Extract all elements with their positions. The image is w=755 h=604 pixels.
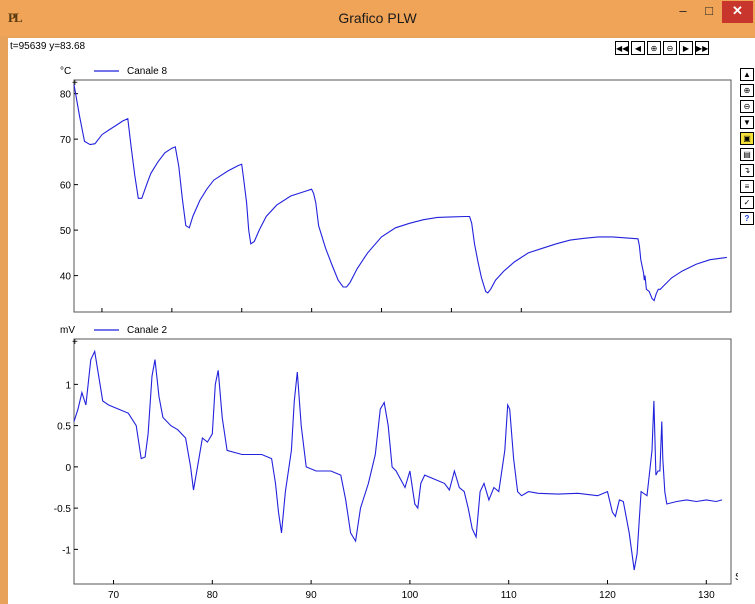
- y-tick-label: 0: [65, 463, 71, 474]
- export-icon[interactable]: ↴: [740, 164, 754, 177]
- zoom-out-icon[interactable]: ⊖: [740, 100, 754, 113]
- y-tick-label: 80: [60, 90, 72, 101]
- save-icon[interactable]: ▤: [740, 148, 754, 161]
- zoom-in-icon[interactable]: ⊕: [647, 41, 661, 55]
- scroll-down-icon[interactable]: ▼: [740, 116, 754, 129]
- y-axis-unit: mV: [60, 325, 75, 336]
- help-icon[interactable]: ?: [740, 212, 754, 225]
- rewind-icon[interactable]: ◀◀: [615, 41, 629, 55]
- cursor-readout: t=95639 y=83.68: [10, 41, 86, 52]
- charts-area[interactable]: 40 50 60 70 80 °C Canale 8 + -1 -0.5 0 0.5 1 70 80 90 10…: [8, 38, 738, 604]
- y-tick-label: 1: [65, 380, 71, 391]
- x-tick-label: 90: [306, 590, 318, 601]
- maximize-button[interactable]: □: [705, 3, 713, 18]
- x-tick-label: 130: [698, 590, 715, 601]
- series-line[interactable]: [73, 349, 723, 571]
- plot-window: t=95639 y=83.68 ◀◀ ◀ ⊕ ⊖ ▶ ▶▶ 40 50 60 70 80…: [8, 38, 755, 604]
- series-line[interactable]: [73, 84, 727, 302]
- y-axis-unit: °C: [60, 66, 71, 77]
- close-button[interactable]: ✕: [722, 1, 753, 23]
- app-icon: PL: [8, 10, 23, 25]
- channels-icon[interactable]: ≡: [740, 180, 754, 193]
- legend-label: Canale 2: [127, 325, 167, 336]
- navigation-toolbar: ◀◀ ◀ ⊕ ⊖ ▶ ▶▶: [615, 41, 709, 57]
- window-title: Grafico PLW: [338, 10, 417, 26]
- y-tick-label: -0.5: [54, 504, 72, 515]
- step-back-icon[interactable]: ◀: [631, 41, 645, 55]
- cursor-marker: +: [72, 78, 78, 89]
- legend-label: Canale 8: [127, 66, 167, 77]
- x-tick-label: 70: [108, 590, 120, 601]
- y-tick-label: 0.5: [57, 422, 71, 433]
- y-tick-label: 60: [60, 181, 72, 192]
- y-tick-label: 50: [60, 226, 72, 237]
- y-tick-label: -1: [62, 545, 71, 556]
- cursor-marker: +: [72, 337, 78, 348]
- plot-frame[interactable]: [73, 338, 732, 585]
- title-bar: PL Grafico PLW – □ ✕: [0, 0, 755, 36]
- x-tick-label: 110: [501, 590, 517, 601]
- fast-forward-icon[interactable]: ▶▶: [695, 41, 709, 55]
- side-toolbar: ▲ ⊕ ⊖ ▼ ▣ ▤ ↴ ≡ ✓ ?: [740, 68, 754, 225]
- x-axis-unit: Sec: [735, 572, 738, 583]
- x-tick-label: 80: [207, 590, 219, 601]
- open-folder-icon[interactable]: ▣: [740, 132, 754, 145]
- scroll-up-icon[interactable]: ▲: [740, 68, 754, 81]
- zoom-in-icon[interactable]: ⊕: [740, 84, 754, 97]
- x-tick-label: 120: [599, 590, 616, 601]
- y-tick-label: 70: [60, 135, 72, 146]
- step-forward-icon[interactable]: ▶: [679, 41, 693, 55]
- check-icon[interactable]: ✓: [740, 196, 754, 209]
- plot-frame[interactable]: [73, 79, 732, 313]
- zoom-out-icon[interactable]: ⊖: [663, 41, 677, 55]
- y-tick-label: 40: [60, 272, 72, 283]
- x-tick-label: 100: [402, 590, 419, 601]
- minimize-button[interactable]: –: [679, 3, 687, 18]
